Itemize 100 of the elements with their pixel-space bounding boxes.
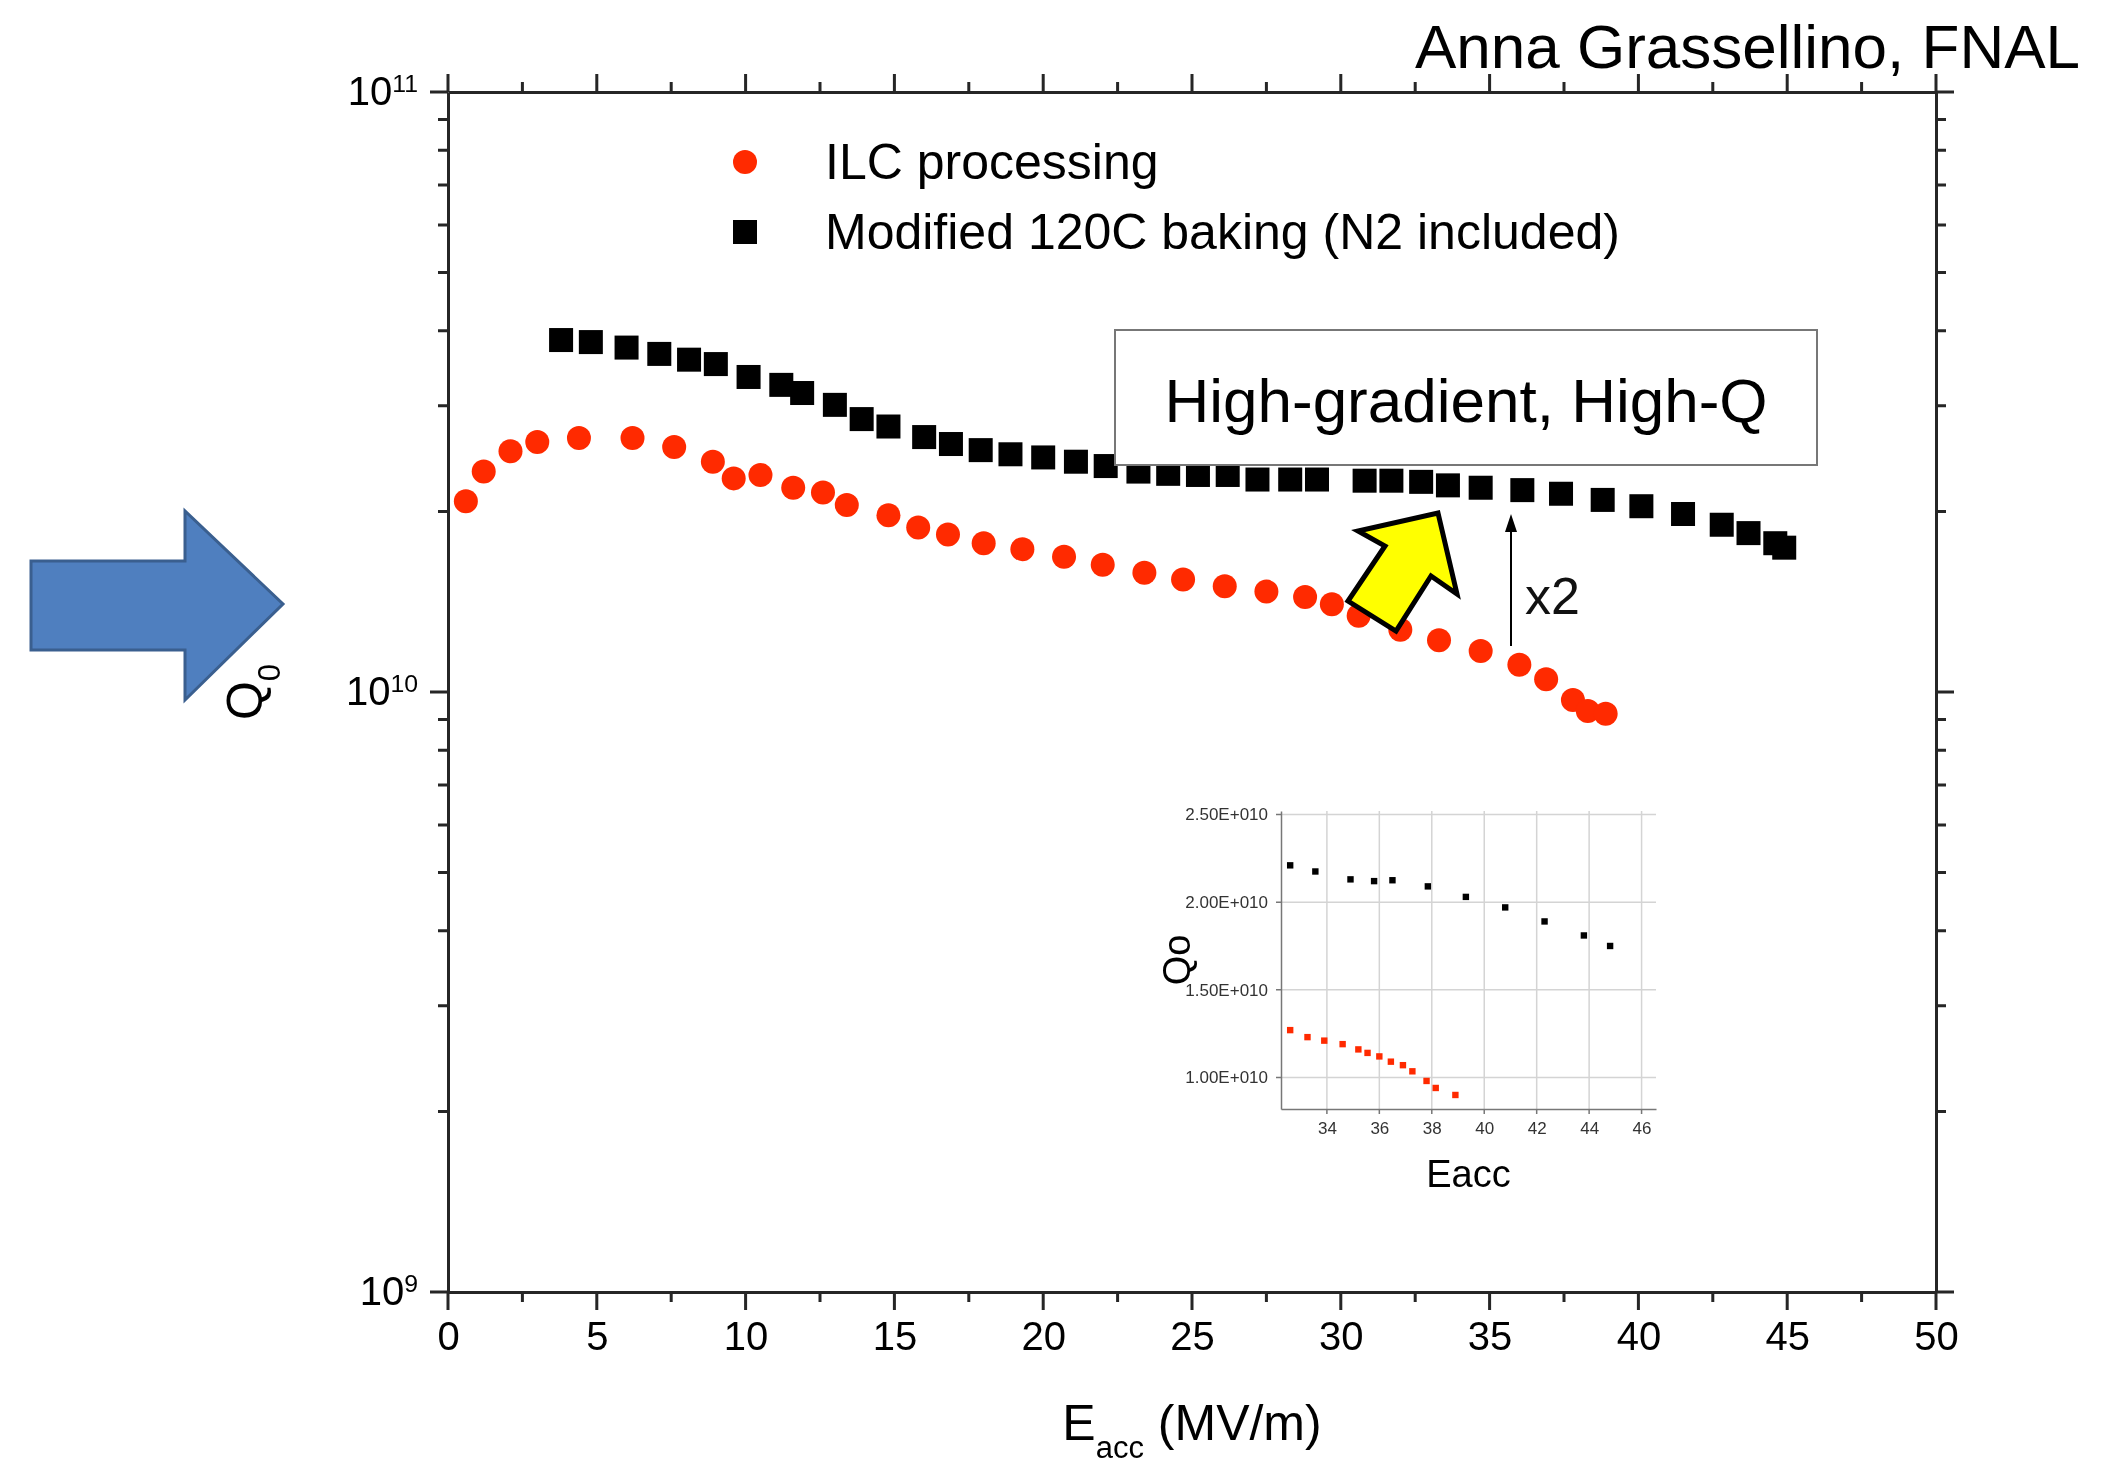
point	[1629, 494, 1654, 519]
point	[1772, 535, 1797, 560]
x-tick-label: 40	[1616, 1314, 1662, 1359]
point	[1304, 1033, 1311, 1041]
x-tick-label: 40	[1475, 1119, 1495, 1139]
x-tick-label: 10	[723, 1314, 769, 1359]
y-tick-label: 10$^{10}$	[345, 669, 418, 714]
point	[1052, 544, 1077, 569]
annotation: High-gradient, High-Q	[1164, 366, 1768, 435]
point	[566, 426, 591, 451]
point	[1424, 883, 1432, 890]
point	[1304, 467, 1329, 492]
point	[971, 531, 996, 556]
point	[498, 439, 523, 464]
point	[703, 352, 728, 377]
x-tick-label: 34	[1317, 1119, 1337, 1139]
point	[1379, 468, 1404, 493]
point	[614, 335, 639, 360]
point	[1031, 445, 1056, 470]
point	[998, 442, 1023, 467]
point	[647, 341, 672, 366]
point	[1293, 584, 1318, 609]
x-axis-title: E$_{acc}$ (MV/m)	[1062, 1395, 1322, 1465]
point	[1507, 652, 1532, 677]
point	[1502, 904, 1509, 911]
x-tick-label: 36	[1370, 1119, 1390, 1139]
point	[1090, 552, 1115, 577]
x-tick-label: 15	[872, 1314, 918, 1359]
point	[849, 407, 874, 432]
point	[620, 426, 645, 451]
point	[1355, 1046, 1362, 1053]
legend-label: Modified 120C baking (N2 included)	[825, 204, 1620, 260]
point	[1321, 1037, 1328, 1044]
point	[1452, 1091, 1459, 1099]
point	[1468, 639, 1493, 664]
point	[1435, 473, 1460, 498]
point	[1590, 487, 1615, 512]
point	[1063, 449, 1088, 474]
point	[662, 435, 687, 460]
point	[781, 475, 806, 500]
point	[721, 466, 746, 491]
x-tick-label: 45	[1765, 1314, 1810, 1359]
point	[1541, 918, 1548, 925]
point	[1347, 876, 1354, 883]
y-tick-label: 1.00E+010	[1185, 1068, 1268, 1088]
x-tick-label: 35	[1467, 1314, 1513, 1359]
point	[1709, 512, 1734, 537]
point	[525, 430, 550, 455]
x-tick-label: 42	[1527, 1119, 1547, 1139]
point	[1364, 1049, 1371, 1057]
point	[471, 459, 496, 484]
point	[700, 449, 725, 474]
point	[1510, 478, 1535, 503]
point	[1278, 467, 1303, 492]
point	[578, 330, 603, 355]
point	[549, 328, 574, 353]
point	[790, 381, 815, 406]
y-tick-label: 10$^{11}$	[347, 69, 418, 114]
legend-label: ILC processing	[825, 134, 1159, 190]
point	[1409, 469, 1434, 494]
x-tick-label: 44	[1580, 1119, 1600, 1139]
point	[810, 480, 835, 505]
point	[1093, 454, 1118, 479]
x-tick-label: 0	[437, 1314, 460, 1359]
point	[1534, 667, 1559, 692]
y-tick-label: 1.50E+010	[1185, 980, 1268, 1000]
point	[453, 489, 478, 514]
point	[1409, 1068, 1416, 1075]
x-tick-label: 5	[586, 1314, 609, 1359]
x-tick-label: 25	[1170, 1314, 1215, 1359]
point	[834, 492, 859, 517]
point	[1580, 932, 1588, 939]
point	[1254, 579, 1279, 604]
point	[1423, 1077, 1430, 1085]
point	[822, 392, 847, 417]
point	[912, 425, 937, 450]
x-tick-label: 20	[1021, 1314, 1066, 1359]
point	[769, 372, 794, 397]
point	[1427, 628, 1452, 653]
point	[876, 414, 901, 439]
point	[935, 522, 960, 547]
point	[1593, 701, 1618, 726]
point	[1212, 574, 1237, 599]
point	[1549, 481, 1574, 506]
x-tick-label: 50	[1914, 1314, 1959, 1359]
x-tick-label: 46	[1632, 1119, 1652, 1139]
y-tick-label: 2.00E+010	[1185, 893, 1268, 913]
point	[1312, 868, 1319, 875]
point	[1352, 468, 1377, 493]
x-tick-label: 38	[1422, 1119, 1442, 1139]
point	[906, 515, 931, 540]
point	[1387, 1058, 1395, 1065]
x-axis-title: Eacc	[1426, 1153, 1511, 1195]
point	[1339, 1040, 1346, 1048]
annotation: x2	[1525, 567, 1580, 625]
point	[1389, 877, 1396, 884]
point	[1286, 862, 1294, 869]
point	[1319, 592, 1344, 617]
x-tick-label: 30	[1319, 1314, 1364, 1359]
point	[736, 364, 761, 389]
